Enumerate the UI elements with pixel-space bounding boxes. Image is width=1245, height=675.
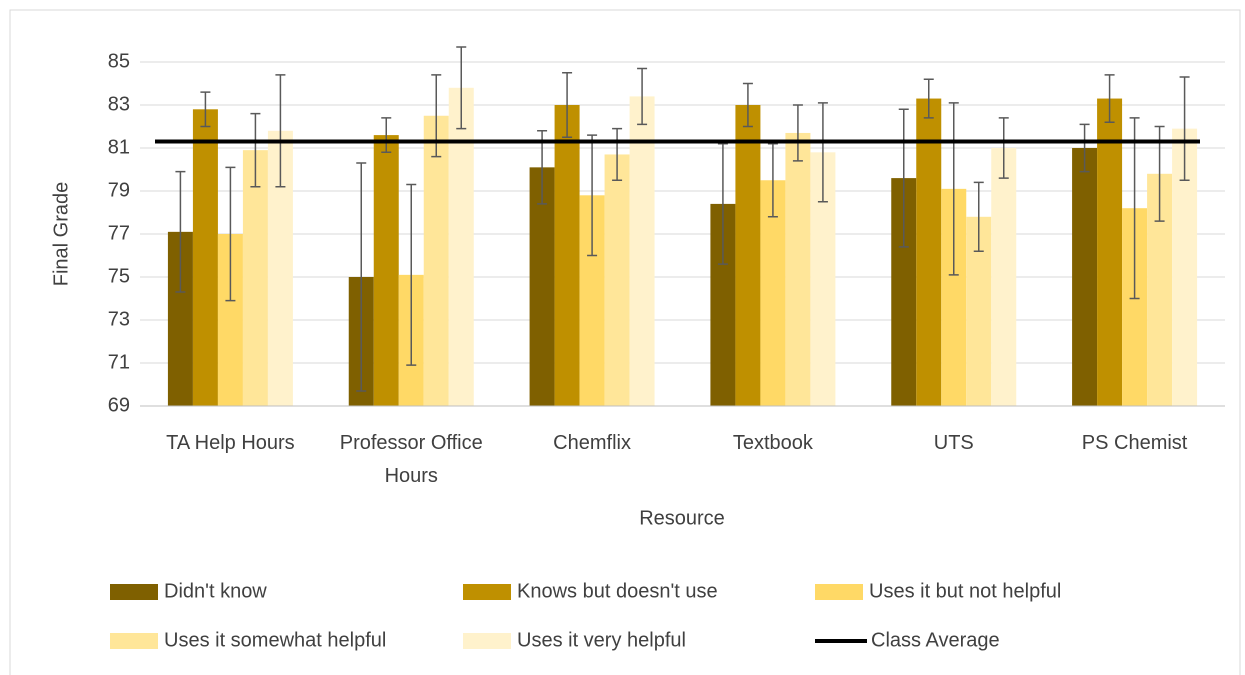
error-bar (973, 181, 984, 252)
bar (916, 98, 942, 407)
y-axis-title: Final Grade (50, 182, 72, 287)
error-bar (356, 162, 367, 392)
x-tick-label: Textbook (732, 432, 813, 454)
legend-swatch (110, 633, 158, 649)
error-bar (817, 102, 828, 203)
x-tick-label: PS Chemist (1081, 432, 1188, 454)
legend-label: Didn't know (164, 580, 267, 602)
bar (1072, 148, 1098, 406)
error-bar (637, 67, 648, 126)
error-bar (456, 46, 467, 130)
bar (604, 154, 630, 406)
bar (1097, 98, 1123, 407)
legend-swatch (110, 584, 158, 600)
error-bar (717, 142, 728, 265)
x-tick-label: UTS (933, 432, 974, 454)
error-bar (1079, 123, 1090, 173)
y-tick-label: 69 (108, 394, 130, 416)
error-bar (1104, 74, 1115, 123)
x-axis-title: Resource (639, 507, 725, 529)
bar (529, 167, 555, 406)
error-bar (200, 91, 211, 128)
error-bar (562, 72, 573, 138)
error-bar (381, 117, 392, 154)
y-tick-label: 73 (108, 308, 130, 330)
legend-label: Uses it but not helpful (869, 580, 1061, 602)
legend-swatch (463, 633, 511, 649)
error-bar (406, 183, 417, 366)
x-tick-label: Chemflix (553, 432, 631, 454)
bar (629, 96, 655, 407)
bar (242, 150, 268, 406)
x-tick-label: TA Help Hours (166, 432, 295, 454)
error-bar (998, 117, 1009, 179)
error-bar (923, 78, 934, 119)
error-bar (1129, 117, 1140, 300)
bar (991, 148, 1017, 406)
y-tick-label: 85 (108, 50, 130, 72)
legend-label: Uses it somewhat helpful (164, 629, 386, 651)
bar (554, 105, 580, 406)
error-bar (898, 108, 909, 248)
chart-border (9, 9, 1241, 675)
y-tick-label: 77 (108, 222, 130, 244)
error-bar (587, 134, 598, 257)
error-bar (250, 112, 261, 188)
x-tick-label: Professor Office Hours (339, 432, 483, 487)
y-tick-label: 71 (108, 351, 130, 373)
error-bar (948, 102, 959, 276)
bar (423, 115, 449, 406)
error-bar (792, 104, 803, 162)
y-tick-label: 79 (108, 179, 130, 201)
bar (760, 180, 786, 406)
error-bar (1179, 76, 1190, 181)
legend-label: Class Average (871, 629, 1000, 651)
legend-swatch (463, 584, 511, 600)
y-tick-label: 75 (108, 265, 130, 287)
error-bar (767, 142, 778, 218)
error-bar (175, 170, 186, 293)
bar (448, 87, 474, 407)
bar (192, 109, 218, 407)
bar (373, 135, 399, 406)
y-tick-label: 83 (108, 93, 130, 115)
legend-swatch (815, 584, 863, 600)
error-bar (275, 74, 286, 188)
bar (785, 132, 811, 406)
legend-label: Uses it very helpful (517, 629, 686, 651)
error-bar (225, 166, 236, 302)
error-bar (612, 127, 623, 181)
bar (735, 105, 761, 406)
legend-label: Knows but doesn't use (517, 580, 718, 602)
error-bar (742, 82, 753, 128)
y-tick-label: 81 (108, 136, 130, 158)
